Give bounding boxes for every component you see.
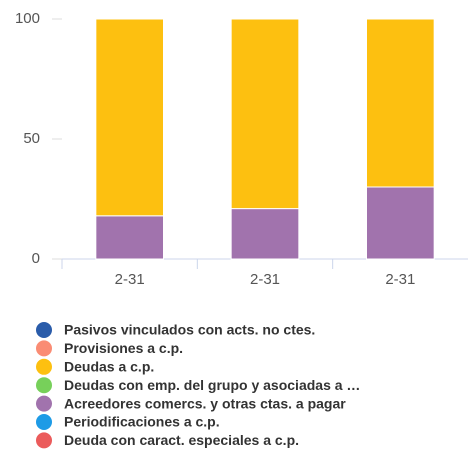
- legend-label: Deudas con emp. del grupo y asociadas a …: [64, 377, 360, 393]
- legend-marker: [36, 432, 52, 449]
- legend-marker: [36, 322, 52, 338]
- x-tick-label: 2-31: [250, 271, 280, 288]
- legend-marker: [36, 414, 52, 430]
- legend-label: Deudas a c.p.: [64, 359, 154, 375]
- bar-segment: [366, 18, 435, 188]
- legend-marker: [36, 377, 52, 394]
- bar-segment: [230, 18, 300, 210]
- bar-segment: [230, 208, 300, 260]
- legend-marker: [36, 340, 52, 357]
- legend-label: Pasivos vinculados con acts. no ctes.: [64, 322, 315, 338]
- x-tick-label: 2-31: [385, 271, 415, 288]
- bar-segment: [95, 215, 164, 260]
- legend-marker: [36, 395, 52, 412]
- legend-label: Deuda con caract. especiales a c.p.: [64, 432, 299, 448]
- y-tick-label: 50: [23, 130, 40, 147]
- legend-label: Acreedores comercs. y otras ctas. a paga…: [64, 395, 346, 411]
- x-tick-label: 2-31: [115, 271, 145, 288]
- legend-label: Provisiones a c.p.: [64, 340, 183, 356]
- bar-segment: [95, 18, 164, 217]
- y-tick-label: 0: [32, 250, 40, 267]
- legend-marker: [36, 358, 52, 375]
- y-tick-label: 100: [15, 10, 40, 27]
- legend-label: Periodificaciones a c.p.: [64, 414, 220, 430]
- bar-segment: [366, 186, 435, 260]
